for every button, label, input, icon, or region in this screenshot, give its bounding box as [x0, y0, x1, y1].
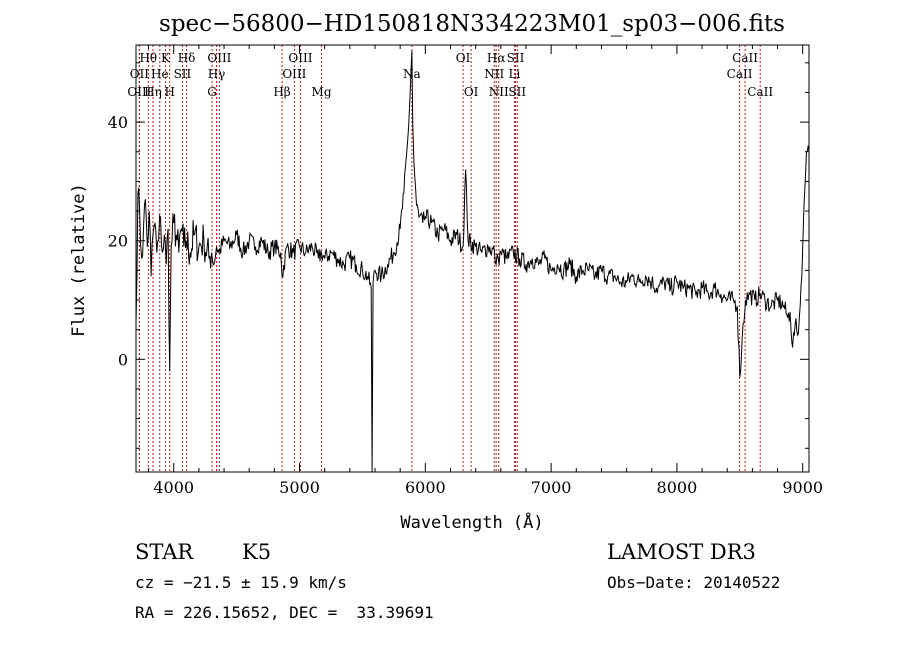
survey-name: LAMOST DR3: [607, 540, 756, 564]
axis-ticks: 4000 5000 6000 7000 8000 9000 0 20 40: [108, 45, 823, 497]
line-label-25: CaII: [732, 51, 758, 65]
line-label-20: NII: [484, 67, 504, 81]
line-label-27: CaII: [747, 85, 773, 99]
observation-date: Obs−Date: 20140522: [607, 573, 781, 592]
y-tick-label-1: 20: [108, 232, 128, 251]
x-tick-label-0: 4000: [153, 478, 194, 497]
y-axis-label: Flux (relative): [69, 183, 89, 337]
x-tick-label-3: 7000: [531, 478, 572, 497]
line-label-24: SII: [508, 85, 526, 99]
y-tick-label-0: 0: [118, 350, 128, 369]
x-tick-label-5: 9000: [782, 478, 823, 497]
y-tick-label-2: 40: [108, 113, 128, 132]
flux-line: [135, 50, 810, 473]
line-label-7: Hδ: [178, 51, 196, 65]
line-label-5: He: [151, 67, 169, 81]
x-tick-label-4: 8000: [657, 478, 698, 497]
line-label-13: OIII: [288, 51, 312, 65]
object-class: STAR: [135, 540, 194, 564]
x-axis-label: Wavelength (Å): [400, 511, 543, 533]
x-tick-label-1: 5000: [279, 478, 320, 497]
chart-title: spec−56800−HD150818N334223M01_sp03−006.f…: [159, 11, 785, 37]
coordinates-readout: RA = 226.15652, DEC = 33.39691: [135, 603, 434, 622]
line-label-21: NII: [489, 85, 509, 99]
line-label-11: G: [207, 85, 217, 99]
line-label-22: SII: [507, 51, 525, 65]
line-label-12: Hβ: [273, 85, 290, 99]
line-label-8: SII: [174, 67, 192, 81]
line-label-23: Li: [508, 67, 520, 81]
line-label-17: OI: [456, 51, 471, 65]
x-tick-label-2: 6000: [405, 478, 446, 497]
line-label-15: Mg: [312, 85, 332, 99]
line-label-1: OII: [130, 67, 150, 81]
line-label-18: OI: [464, 85, 479, 99]
line-label-4: K: [161, 51, 171, 65]
line-label-10: Hγ: [208, 67, 226, 81]
line-label-14: OIII: [282, 67, 306, 81]
flux-series: [135, 50, 810, 473]
spectral-line-markers: [138, 45, 761, 472]
plot-frame: [135, 44, 810, 473]
line-label-26: CaII: [727, 67, 753, 81]
line-label-19: Hα: [487, 51, 506, 65]
object-subclass: K5: [242, 540, 272, 564]
line-label-6: H: [164, 85, 174, 99]
redshift-readout: cz = −21.5 ± 15.9 km/s: [135, 573, 347, 592]
line-label-0: Hθ: [139, 51, 157, 65]
line-label-3: Hη: [144, 85, 162, 99]
line-label-9: OIII: [207, 51, 231, 65]
